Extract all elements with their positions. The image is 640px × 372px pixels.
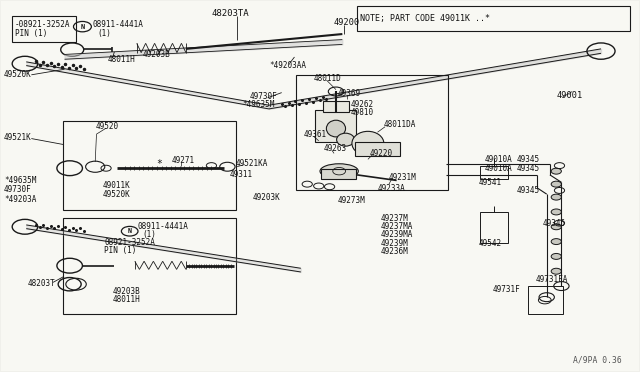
Bar bbox=[527, 286, 563, 314]
Text: 49345: 49345 bbox=[542, 219, 565, 228]
Circle shape bbox=[551, 238, 561, 244]
Text: 49203B: 49203B bbox=[143, 49, 170, 58]
Text: 49237MA: 49237MA bbox=[381, 222, 413, 231]
Bar bbox=[355, 141, 400, 156]
Text: (1): (1) bbox=[143, 230, 156, 239]
Text: 49730F: 49730F bbox=[4, 185, 31, 194]
Text: 49001: 49001 bbox=[556, 91, 582, 100]
Text: *49635M: *49635M bbox=[4, 176, 36, 185]
Circle shape bbox=[551, 253, 561, 259]
Text: 49361: 49361 bbox=[304, 130, 327, 140]
Text: 49521K: 49521K bbox=[4, 133, 31, 142]
Text: (1): (1) bbox=[98, 29, 111, 38]
Text: *: * bbox=[156, 159, 162, 169]
Text: 49520K: 49520K bbox=[4, 70, 31, 79]
Bar bbox=[321, 169, 356, 179]
Text: 49541: 49541 bbox=[478, 178, 502, 187]
Text: 49311: 49311 bbox=[229, 170, 252, 179]
Text: 49236M: 49236M bbox=[381, 247, 408, 256]
Bar bbox=[357, 6, 630, 31]
Text: A/9PA 0.36: A/9PA 0.36 bbox=[573, 356, 621, 365]
Text: 49345: 49345 bbox=[516, 155, 540, 164]
Text: 49220: 49220 bbox=[370, 149, 393, 158]
Text: 49010A: 49010A bbox=[484, 164, 513, 173]
Circle shape bbox=[551, 194, 561, 200]
Text: 48011H: 48011H bbox=[108, 55, 136, 64]
Circle shape bbox=[551, 168, 561, 174]
Text: 49239M: 49239M bbox=[381, 238, 408, 248]
Text: N: N bbox=[128, 228, 132, 234]
Bar bbox=[12, 16, 76, 42]
Text: *49203A: *49203A bbox=[4, 195, 36, 204]
Text: N: N bbox=[80, 24, 84, 30]
Text: NOTE; PART CODE 49011K ..*: NOTE; PART CODE 49011K ..* bbox=[360, 14, 490, 23]
Ellipse shape bbox=[320, 164, 358, 179]
Text: 49011K: 49011K bbox=[103, 181, 131, 190]
Bar bbox=[63, 121, 236, 210]
Text: 49239MA: 49239MA bbox=[381, 230, 413, 240]
Circle shape bbox=[551, 224, 561, 230]
Text: 08911-4441A: 08911-4441A bbox=[138, 221, 189, 231]
Text: 49730F: 49730F bbox=[250, 92, 278, 101]
Text: 49520: 49520 bbox=[95, 122, 118, 131]
Ellipse shape bbox=[337, 133, 355, 146]
Text: 49345: 49345 bbox=[516, 164, 540, 173]
Bar bbox=[479, 166, 508, 179]
Text: 49542: 49542 bbox=[478, 239, 502, 248]
Text: *49203AA: *49203AA bbox=[269, 61, 306, 70]
Text: PIN (1): PIN (1) bbox=[104, 246, 136, 255]
Text: 08911-4441A: 08911-4441A bbox=[92, 20, 143, 29]
Text: 49262: 49262 bbox=[351, 100, 374, 109]
Text: 48011DA: 48011DA bbox=[384, 121, 416, 129]
Text: -08921-3252A: -08921-3252A bbox=[15, 20, 70, 29]
Bar bbox=[323, 101, 349, 112]
Text: 49200: 49200 bbox=[334, 19, 360, 28]
Text: 49010A: 49010A bbox=[484, 155, 513, 164]
Text: 48203T: 48203T bbox=[28, 279, 55, 288]
Text: 49810: 49810 bbox=[351, 108, 374, 117]
Text: 48203TA: 48203TA bbox=[211, 9, 249, 18]
Text: 48011D: 48011D bbox=[314, 74, 341, 83]
Circle shape bbox=[551, 209, 561, 215]
Circle shape bbox=[551, 268, 561, 274]
Bar bbox=[315, 110, 356, 141]
Text: 49271: 49271 bbox=[172, 155, 195, 164]
Text: 49263: 49263 bbox=[323, 144, 346, 153]
Bar bbox=[479, 212, 508, 243]
Text: 49231M: 49231M bbox=[389, 173, 417, 182]
Text: 49731FA: 49731FA bbox=[536, 275, 568, 284]
Text: 49237M: 49237M bbox=[381, 214, 408, 223]
Bar bbox=[296, 75, 448, 190]
Text: 49520K: 49520K bbox=[103, 190, 131, 199]
Text: 48011H: 48011H bbox=[113, 295, 140, 304]
Circle shape bbox=[551, 181, 561, 187]
Text: 49233A: 49233A bbox=[378, 185, 405, 193]
Text: 49345: 49345 bbox=[516, 186, 540, 195]
Text: 49203K: 49203K bbox=[253, 193, 281, 202]
Text: 49203B: 49203B bbox=[113, 287, 140, 296]
Bar bbox=[63, 218, 236, 314]
Text: *49635M: *49635M bbox=[242, 100, 275, 109]
Ellipse shape bbox=[352, 131, 384, 155]
Text: 49731F: 49731F bbox=[492, 285, 520, 294]
Text: 49521KA: 49521KA bbox=[236, 158, 268, 167]
Text: PIN (1): PIN (1) bbox=[15, 29, 47, 38]
Text: 49369: 49369 bbox=[338, 89, 361, 98]
Text: 08921-3252A: 08921-3252A bbox=[104, 238, 155, 247]
Ellipse shape bbox=[326, 120, 346, 137]
Text: 49273M: 49273M bbox=[338, 196, 365, 205]
